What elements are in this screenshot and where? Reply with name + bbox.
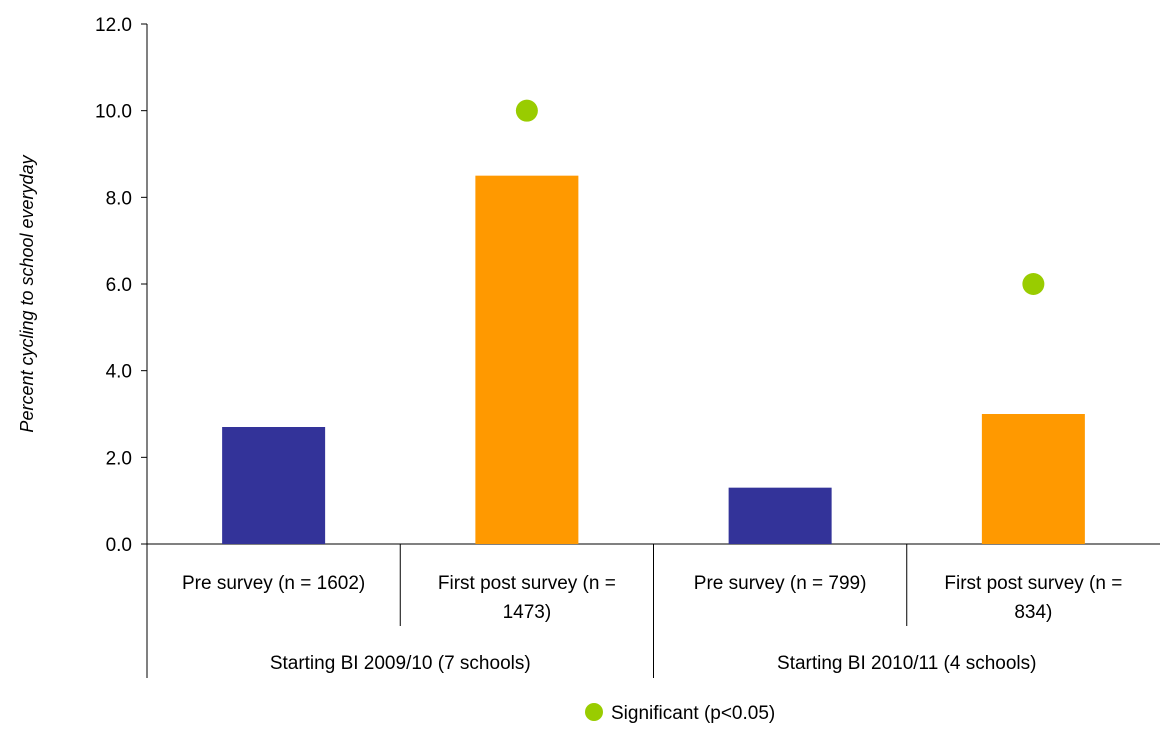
y-tick-label: 0.0 — [106, 535, 132, 556]
category-label: Pre survey (n = 799) — [694, 573, 867, 594]
group-label: Starting BI 2010/11 (4 schools) — [777, 653, 1036, 674]
category-label: Pre survey (n = 1602) — [182, 573, 365, 594]
significance-marker — [1022, 273, 1045, 295]
y-axis-title: Percent cycling to school everyday — [17, 154, 37, 432]
bar — [728, 487, 832, 544]
bar — [222, 427, 326, 544]
category-label: 1473) — [503, 602, 552, 623]
y-tick-label: 12.0 — [95, 15, 132, 36]
significance-marker — [515, 99, 538, 122]
legend: Significant (p<0.05) — [585, 703, 775, 724]
y-tick-label: 8.0 — [106, 188, 132, 209]
significance-markers — [515, 99, 1045, 295]
category-label: First post survey (n = — [438, 573, 616, 594]
legend-marker-icon — [585, 703, 603, 721]
y-tick-label: 2.0 — [106, 448, 132, 469]
bars — [222, 175, 1085, 544]
group-label: Starting BI 2009/10 (7 schools) — [270, 653, 531, 674]
y-tick-label: 6.0 — [106, 275, 132, 296]
y-tick-label: 10.0 — [95, 102, 132, 123]
category-labels: Pre survey (n = 1602) First post survey (… — [182, 573, 1122, 674]
axes: 0.0 2.0 4.0 6.0 8.0 10.0 12.0 Percent cycling t… — [17, 15, 1160, 678]
legend-label: Significant (p<0.05) — [611, 703, 775, 724]
bar — [475, 175, 579, 544]
category-label: 834) — [1014, 602, 1052, 623]
category-label: First post survey (n = — [944, 573, 1122, 594]
y-tick-label: 4.0 — [106, 362, 132, 383]
bar — [981, 414, 1085, 544]
